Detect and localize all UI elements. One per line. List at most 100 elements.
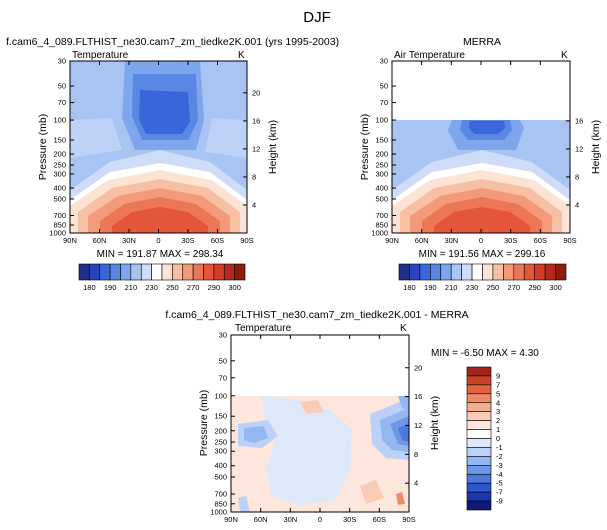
model-colorbar-label: 250 (166, 283, 179, 292)
obs-colorbar-label: 210 (445, 283, 458, 292)
model-y-tick-label: 700 (53, 211, 66, 220)
obs-colorbar-swatch (482, 263, 494, 281)
diff-colorbar-label: -5 (496, 479, 503, 488)
model-y2-tick-label: 16 (252, 116, 260, 125)
obs-colorbar-swatch (471, 263, 483, 281)
model-colorbar-label: 210 (125, 283, 138, 292)
obs-colorbar-swatch (492, 263, 504, 281)
obs-colorbar-swatch (450, 263, 462, 281)
obs-y-tick-label: 70 (380, 98, 388, 107)
obs-x-tick-label: 90S (563, 236, 576, 245)
diff-x-tick-label: 30N (283, 515, 297, 524)
diff-y-tick-label: 250 (214, 438, 227, 447)
obs-y-tick-label: 200 (375, 150, 388, 159)
model-y-tick-label: 70 (58, 98, 66, 107)
diff-colorbar-swatch (466, 447, 492, 457)
panel-diff-field (231, 335, 409, 512)
diff-x-tick-label: 60S (373, 515, 386, 524)
model-x-tick-label: 30S (181, 236, 194, 245)
diff-x-tick-label: 60N (254, 515, 268, 524)
panel-obs-ylabel: Pressure (mb) (359, 114, 371, 181)
model-y-tick-label: 850 (53, 221, 66, 230)
obs-colorbar-label: 180 (403, 283, 416, 292)
panel-obs-variable: Air Temperature (394, 50, 465, 61)
diff-colorbar-label: 5 (496, 389, 500, 398)
obs-colorbar-swatch (503, 263, 515, 281)
model-colorbar-swatch (213, 263, 225, 281)
obs-x-tick-label: 90N (385, 236, 399, 245)
model-y-tick-label: 300 (53, 169, 66, 178)
obs-colorbar-label: 270 (508, 283, 521, 292)
panel-model-field (70, 61, 247, 233)
obs-colorbar-swatch (555, 263, 567, 281)
obs-x-tick-label: 0 (479, 236, 483, 245)
panel-obs-field (392, 61, 570, 233)
diff-y-tick-label: 1000 (210, 508, 227, 517)
figure-title: DJF (303, 9, 331, 26)
obs-y-tick-label: 700 (375, 211, 388, 220)
obs-x-tick-label: 60N (415, 236, 429, 245)
obs-y-tick-label: 50 (380, 82, 388, 91)
model-x-tick-label: 0 (156, 236, 160, 245)
obs-y-tick-label: 100 (375, 116, 388, 125)
diff-colorbar-swatch (466, 465, 492, 475)
diff-y-tick-label: 700 (214, 489, 227, 498)
diff-colorbar-swatch (466, 473, 492, 484)
obs-colorbar-swatch (544, 263, 556, 281)
model-colorbar-swatch (120, 263, 132, 281)
diff-y2-tick-label: 16 (414, 392, 422, 401)
model-y-tick-label: 30 (58, 57, 66, 66)
model-colorbar-label: 270 (187, 283, 200, 292)
diff-colorbar-swatch (466, 482, 492, 493)
panel-diff-variable: Temperature (235, 323, 292, 334)
diff-colorbar-label: 0 (496, 434, 500, 443)
obs-colorbar-label: 190 (424, 283, 437, 292)
model-colorbar-label: 190 (104, 283, 117, 292)
panel-diff-title: f.cam6_4_089.FLTHIST_ne30.cam7_zm_tiedke… (165, 309, 468, 321)
obs-x-tick-label: 30S (504, 236, 517, 245)
model-y-tick-label: 50 (58, 82, 66, 91)
panel-model-stats: MIN = 191.87 MAX = 298.34 (97, 249, 224, 260)
obs-y2-tick-label: 16 (575, 116, 583, 125)
diff-y2-tick-label: 4 (414, 479, 418, 488)
model-colorbar-swatch (78, 263, 90, 281)
diff-colorbar-swatch (466, 384, 492, 395)
model-colorbar-swatch (109, 263, 121, 281)
diff-colorbar-swatch (466, 375, 492, 386)
obs-x-tick-label: 30N (444, 236, 458, 245)
panel-obs-y2label: Height (km) (590, 120, 602, 174)
model-y2-tick-label: 20 (252, 88, 260, 97)
panel-diff-y2label: Height (km) (429, 396, 441, 450)
panel-diff-ylabel: Pressure (mb) (198, 390, 210, 457)
diff-x-tick-label: 90N (224, 515, 238, 524)
obs-y2-tick-label: 8 (575, 172, 579, 181)
model-colorbar-swatch (172, 263, 184, 281)
diff-x-tick-label: 30S (343, 515, 356, 524)
obs-colorbar-swatch (523, 263, 535, 281)
panel-diff-stats: MIN = -6.50 MAX = 4.30 (431, 348, 539, 359)
diff-y-tick-label: 400 (214, 461, 227, 470)
diff-colorbar-label: 3 (496, 407, 500, 416)
model-colorbar-swatch (99, 263, 111, 281)
obs-colorbar-label: 290 (528, 283, 541, 292)
diff-y-tick-label: 30 (219, 331, 227, 340)
diff-colorbar-label: 7 (496, 380, 500, 389)
diff-y-tick-label: 100 (214, 391, 227, 400)
panel-difference: f.cam6_4_089.FLTHIST_ne30.cam7_zm_tiedke… (165, 309, 539, 524)
diff-y2-tick-label: 12 (414, 421, 422, 430)
obs-y-tick-label: 500 (375, 195, 388, 204)
model-colorbar-label: 230 (145, 283, 158, 292)
model-y-tick-label: 1000 (49, 229, 66, 238)
obs-colorbar-swatch (398, 263, 410, 281)
obs-colorbar-swatch (409, 263, 421, 281)
model-colorbar-swatch (161, 263, 173, 281)
diff-colorbar-swatch (466, 500, 492, 511)
model-x-tick-label: 30N (122, 236, 136, 245)
model-x-tick-label: 60N (93, 236, 107, 245)
obs-colorbar-swatch (430, 263, 442, 281)
diff-colorbar-swatch (466, 393, 492, 404)
model-colorbar-swatch (151, 263, 163, 281)
diff-y-tick-label: 300 (214, 447, 227, 456)
panel-obs-stats: MIN = 191.56 MAX = 299.16 (419, 249, 546, 260)
